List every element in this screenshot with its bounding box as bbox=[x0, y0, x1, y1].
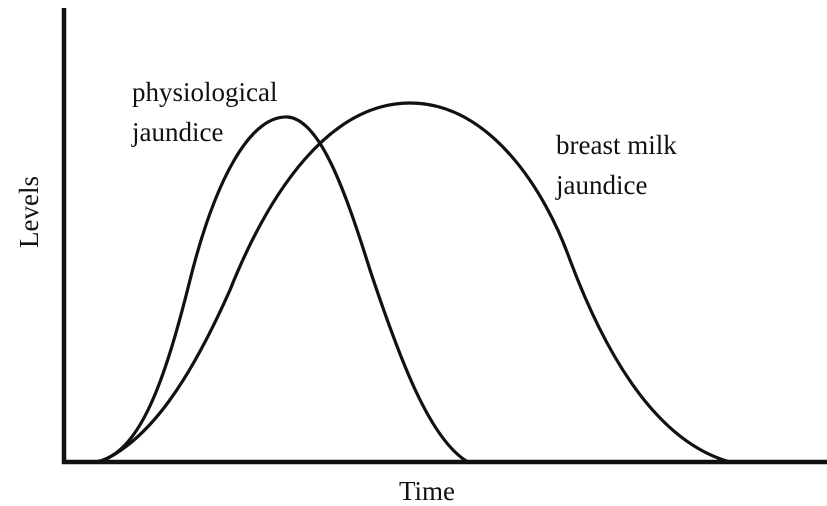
curve-label: jaundice bbox=[555, 170, 647, 200]
curve-label: physiological bbox=[132, 77, 277, 107]
y-axis-label: Levels bbox=[14, 176, 44, 248]
breast-milk-curve bbox=[98, 101, 732, 464]
x-axis-label: Time bbox=[399, 476, 455, 506]
curve-label: jaundice bbox=[131, 117, 223, 147]
curve-label: breast milk bbox=[556, 130, 677, 160]
physiological-curve bbox=[93, 115, 470, 464]
